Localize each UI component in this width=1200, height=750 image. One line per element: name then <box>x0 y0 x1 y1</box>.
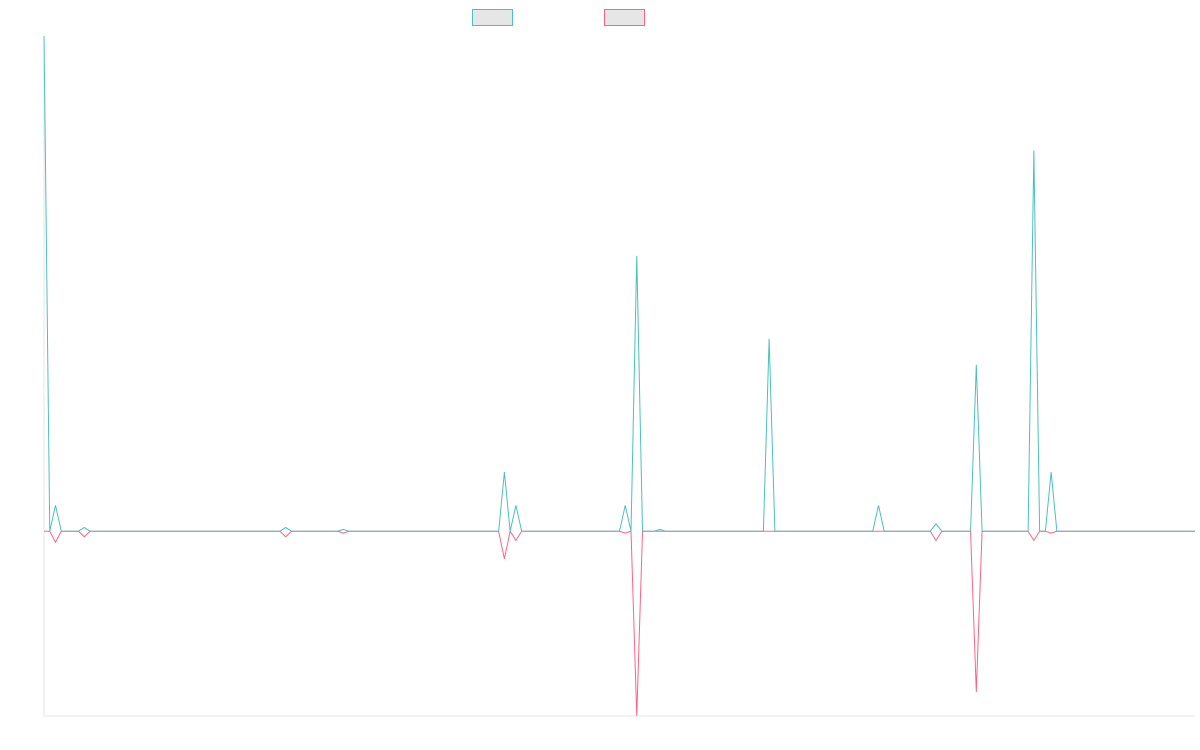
series-layer <box>43 35 1195 717</box>
series-line-1 <box>43 35 1195 532</box>
series-line-2 <box>44 529 1195 717</box>
legend-swatch <box>604 9 645 26</box>
legend <box>472 9 645 26</box>
chart-axes <box>43 36 1195 717</box>
legend-swatch <box>472 9 513 26</box>
legend-item-1[interactable] <box>472 9 513 26</box>
legend-item-2[interactable] <box>604 9 645 26</box>
